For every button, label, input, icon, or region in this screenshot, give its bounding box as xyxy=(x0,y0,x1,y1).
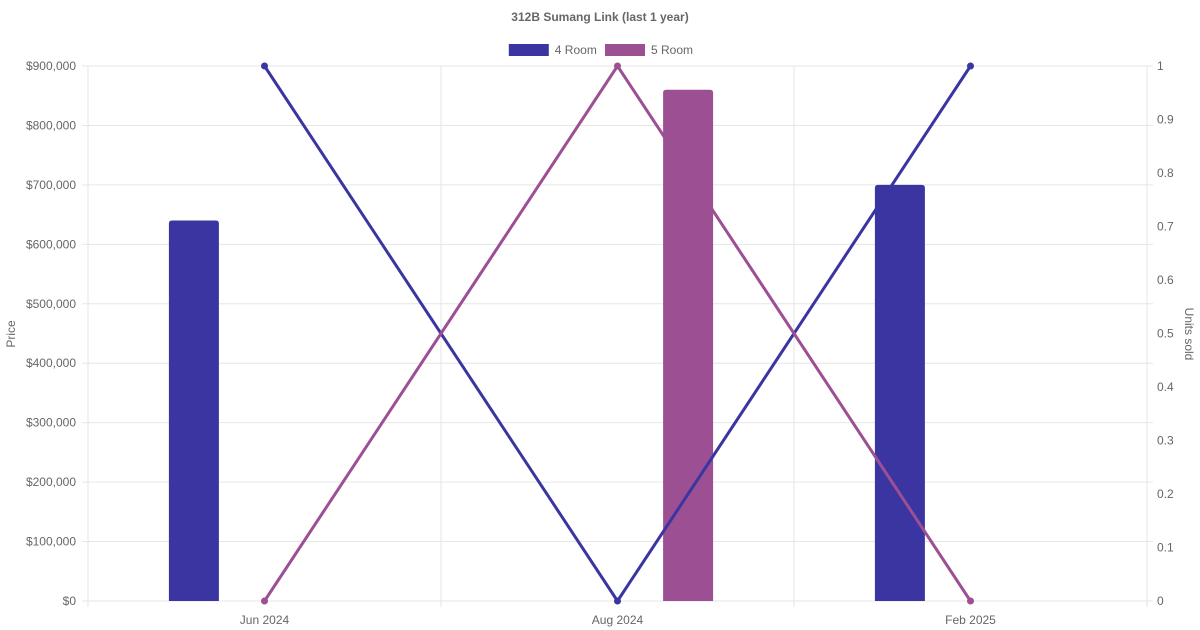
series-point xyxy=(614,597,621,605)
right-tick-label: 0.8 xyxy=(1157,166,1174,180)
series-point xyxy=(261,62,268,70)
series-point xyxy=(967,62,974,70)
series-line xyxy=(263,64,972,602)
series-point xyxy=(261,597,268,605)
series-line xyxy=(263,65,972,603)
right-axis-title: Units sold xyxy=(1182,308,1196,361)
series-lines xyxy=(261,62,974,605)
right-tick-label: 0.4 xyxy=(1157,380,1174,394)
left-axis-ticks: $0 $100,000 $200,000 $300,000 $400,000 $500,0… xyxy=(26,59,76,608)
left-tick-label: $400,000 xyxy=(26,356,76,370)
right-tick-label: 0.3 xyxy=(1157,434,1174,448)
bar xyxy=(874,184,925,601)
left-tick-label: $800,000 xyxy=(26,118,76,132)
right-tick-label: 0.5 xyxy=(1157,327,1174,341)
right-tick-label: 0.2 xyxy=(1157,487,1174,501)
right-tick-label: 0.9 xyxy=(1157,113,1174,127)
x-tick-label: Jun 2024 xyxy=(240,613,290,627)
right-tick-label: 0.1 xyxy=(1157,541,1174,555)
legend-swatch xyxy=(605,44,645,56)
bar xyxy=(663,89,714,602)
left-tick-label: $900,000 xyxy=(26,59,76,73)
legend: 4 Room 5 Room xyxy=(508,43,693,57)
legend-swatch xyxy=(508,44,549,56)
right-tick-label: 0.7 xyxy=(1157,220,1174,234)
chart-title: 312B Sumang Link (last 1 year) xyxy=(511,10,688,24)
right-axis-ticks: 0 0.1 0.2 0.3 0.4 0.5 0.6 0.7 0.8 0.9 1 xyxy=(1157,59,1174,608)
right-tick-label: 0 xyxy=(1157,594,1164,608)
bars xyxy=(168,89,925,602)
left-tick-label: $700,000 xyxy=(26,178,76,192)
left-tick-label: $300,000 xyxy=(26,416,76,430)
series-point xyxy=(967,597,974,605)
left-tick-label: $0 xyxy=(63,594,77,608)
left-tick-label: $500,000 xyxy=(26,297,76,311)
left-tick-label: $600,000 xyxy=(26,237,76,251)
legend-label: 4 Room xyxy=(555,43,597,57)
bar xyxy=(168,220,219,602)
series-point xyxy=(614,62,621,70)
right-tick-label: 0.6 xyxy=(1157,273,1174,287)
legend-label: 5 Room xyxy=(651,43,693,57)
right-tick-label: 1 xyxy=(1157,59,1164,73)
left-tick-label: $200,000 xyxy=(26,475,76,489)
gridlines xyxy=(82,65,1153,607)
x-tick-label: Aug 2024 xyxy=(592,613,644,627)
left-axis-title: Price xyxy=(4,320,18,348)
x-axis-ticks: Jun 2024 Aug 2024 Feb 2025 xyxy=(240,613,996,627)
left-tick-label: $100,000 xyxy=(26,535,76,549)
x-tick-label: Feb 2025 xyxy=(945,613,996,627)
